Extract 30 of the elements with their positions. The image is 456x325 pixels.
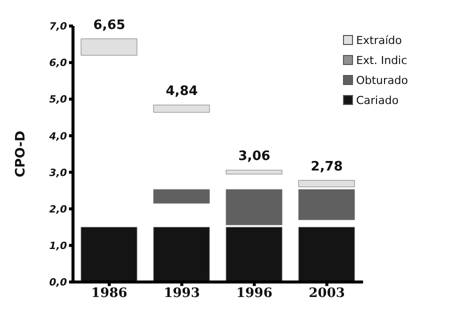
- x-tick-label: 2003: [308, 286, 345, 302]
- annotation: 4,84: [166, 84, 198, 99]
- annotation: 2,78: [310, 159, 343, 174]
- x-tick-label: 1996: [236, 286, 272, 302]
- y-tick-label: 4,0: [48, 131, 68, 142]
- annotation: 3,06: [238, 149, 270, 164]
- legend-label: Ext. Indic: [355, 52, 408, 68]
- y-tick-label: 0,0: [49, 278, 68, 289]
- legend-label: Extraído: [355, 32, 403, 48]
- bar: [80, 226, 138, 282]
- y-axis-title: CPO-D: [14, 130, 29, 178]
- y-tick-label: 2,0: [49, 204, 68, 216]
- y-tick-label: 3,0: [49, 168, 68, 179]
- bar: [153, 104, 210, 113]
- bar: [153, 189, 210, 204]
- bar: [298, 189, 355, 220]
- bar: [298, 226, 355, 282]
- legend-label: Cariado: [355, 92, 400, 108]
- x-tick-label: 1986: [91, 286, 128, 302]
- legend-label: Obturado: [355, 72, 408, 88]
- x-tick-label: 1993: [164, 286, 200, 302]
- y-tick-label: 5,0: [49, 94, 68, 106]
- bar: [226, 170, 282, 174]
- y-tick-label: 7,0: [49, 22, 68, 33]
- bar: [80, 38, 138, 56]
- y-tick-label: 1,0: [49, 240, 68, 252]
- bar: [153, 226, 210, 282]
- y-tick-label: 6,0: [49, 58, 68, 70]
- annotation: 6,65: [93, 18, 126, 33]
- bar: [298, 180, 355, 188]
